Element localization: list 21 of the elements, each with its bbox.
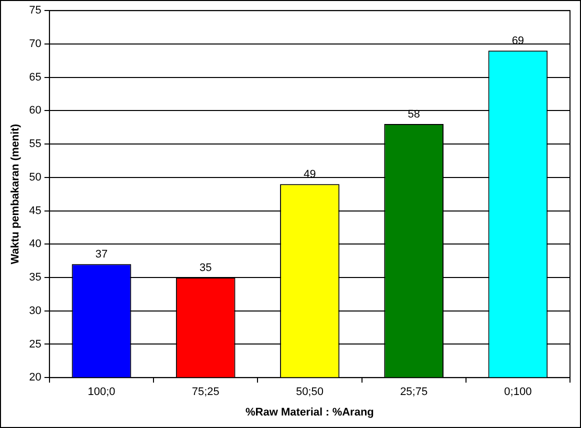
y-tick-label: 55 (29, 138, 42, 150)
y-tick-label: 45 (29, 204, 42, 217)
x-tick-label: 75;25 (192, 386, 220, 398)
y-tick-label: 60 (29, 104, 42, 117)
y-axis-title: Waktu pembakaran (menit) (10, 124, 22, 264)
x-axis-title: %Raw Material : %Arang (246, 406, 374, 418)
data-label: 37 (95, 248, 108, 261)
y-tick-label: 65 (29, 71, 42, 84)
data-label: 35 (199, 262, 212, 274)
y-tick-label: 25 (29, 338, 42, 350)
x-tick-label: 100;0 (88, 386, 116, 398)
x-tick-label: 25;75 (400, 386, 428, 398)
y-tick-label: 70 (29, 38, 42, 50)
y-tick-label: 35 (29, 272, 42, 284)
y-tick-label: 50 (29, 171, 42, 184)
x-tick-label: 50;50 (296, 386, 324, 398)
y-tick-label: 75 (29, 4, 42, 17)
x-tick-label: 0;100 (504, 386, 532, 398)
y-tick-label: 40 (29, 238, 42, 250)
y-tick-label: 30 (29, 304, 42, 317)
y-tick-label: 20 (29, 372, 42, 384)
